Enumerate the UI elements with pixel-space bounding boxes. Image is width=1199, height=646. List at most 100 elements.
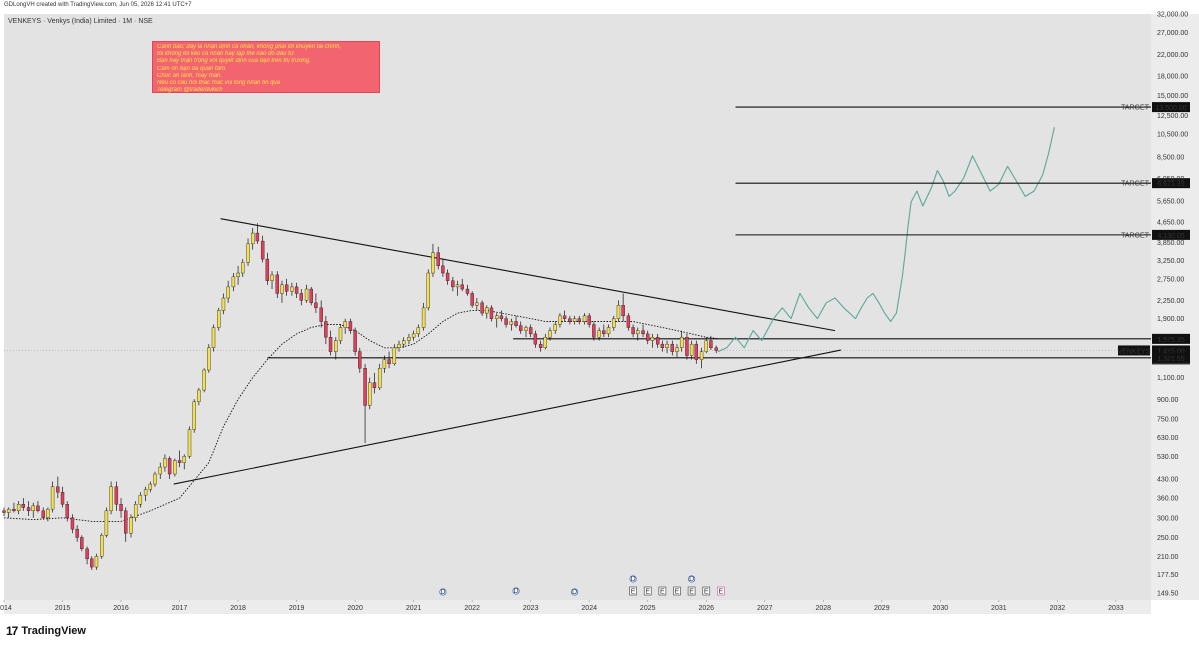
candle[interactable] bbox=[343, 318, 347, 334]
candle[interactable] bbox=[138, 492, 143, 508]
price-axis[interactable] bbox=[1151, 14, 1199, 600]
candle[interactable] bbox=[26, 501, 31, 516]
chart-plot-area[interactable] bbox=[4, 14, 1151, 600]
candle[interactable] bbox=[275, 271, 280, 299]
candle[interactable] bbox=[470, 291, 474, 308]
candle[interactable] bbox=[236, 265, 240, 285]
candle[interactable] bbox=[602, 324, 606, 338]
candle[interactable] bbox=[445, 269, 450, 285]
candle[interactable] bbox=[202, 368, 206, 393]
candle[interactable] bbox=[124, 507, 128, 542]
candle[interactable] bbox=[104, 507, 109, 538]
candle[interactable] bbox=[246, 238, 250, 266]
candle[interactable] bbox=[670, 340, 675, 356]
dividend-icon[interactable] bbox=[570, 588, 579, 596]
candle[interactable] bbox=[533, 330, 538, 348]
candle[interactable] bbox=[455, 280, 460, 296]
candle[interactable] bbox=[616, 300, 621, 322]
candle[interactable] bbox=[553, 321, 557, 334]
candle[interactable] bbox=[411, 330, 416, 341]
earnings-icon[interactable] bbox=[687, 586, 696, 596]
candle[interactable] bbox=[21, 498, 26, 511]
candle[interactable] bbox=[358, 347, 362, 373]
candle[interactable] bbox=[50, 481, 55, 513]
candle[interactable] bbox=[646, 330, 650, 345]
candle[interactable] bbox=[382, 355, 387, 373]
candle[interactable] bbox=[660, 340, 665, 352]
candle[interactable] bbox=[480, 300, 484, 316]
candle[interactable] bbox=[363, 363, 367, 444]
candle[interactable] bbox=[314, 293, 318, 314]
candle[interactable] bbox=[143, 486, 148, 502]
candle[interactable] bbox=[187, 426, 192, 459]
candle[interactable] bbox=[158, 462, 162, 479]
candle[interactable] bbox=[558, 313, 562, 328]
candle[interactable] bbox=[592, 321, 596, 341]
candle[interactable] bbox=[407, 333, 411, 345]
candle[interactable] bbox=[577, 315, 581, 325]
candle[interactable] bbox=[685, 333, 689, 360]
candle[interactable] bbox=[328, 330, 333, 356]
candle[interactable] bbox=[284, 278, 289, 296]
candle[interactable] bbox=[31, 502, 35, 518]
candle[interactable] bbox=[675, 344, 679, 358]
candle[interactable] bbox=[94, 553, 99, 570]
candle[interactable] bbox=[631, 324, 635, 338]
projection-path[interactable] bbox=[717, 127, 1055, 353]
candle[interactable] bbox=[129, 514, 133, 538]
candle[interactable] bbox=[260, 235, 265, 263]
candle[interactable] bbox=[416, 324, 421, 338]
candle[interactable] bbox=[338, 324, 343, 345]
candle[interactable] bbox=[606, 324, 611, 338]
candle[interactable] bbox=[465, 284, 470, 296]
candle[interactable] bbox=[401, 337, 406, 348]
candle[interactable] bbox=[538, 340, 543, 352]
candle[interactable] bbox=[177, 450, 182, 468]
candle[interactable] bbox=[499, 310, 504, 322]
earnings-icon[interactable] bbox=[673, 586, 681, 596]
candle[interactable] bbox=[241, 259, 245, 277]
candle[interactable] bbox=[665, 340, 669, 354]
candle[interactable] bbox=[2, 507, 6, 516]
candle[interactable] bbox=[348, 318, 353, 334]
candle[interactable] bbox=[441, 259, 445, 277]
candle[interactable] bbox=[226, 280, 230, 303]
candle[interactable] bbox=[85, 546, 89, 565]
candle[interactable] bbox=[148, 481, 153, 493]
candle[interactable] bbox=[699, 347, 704, 369]
candle[interactable] bbox=[655, 333, 660, 348]
candle[interactable] bbox=[528, 324, 533, 338]
candle[interactable] bbox=[211, 324, 216, 352]
candle[interactable] bbox=[436, 246, 440, 270]
dividend-icon[interactable] bbox=[629, 575, 637, 583]
candle[interactable] bbox=[451, 276, 455, 292]
candle[interactable] bbox=[70, 514, 75, 534]
candle[interactable] bbox=[207, 344, 211, 373]
candle[interactable] bbox=[572, 315, 577, 325]
candle[interactable] bbox=[250, 228, 255, 250]
time-axis[interactable] bbox=[4, 600, 1151, 614]
candle[interactable] bbox=[41, 507, 45, 520]
candle[interactable] bbox=[46, 507, 50, 522]
candle[interactable] bbox=[109, 481, 113, 515]
candle[interactable] bbox=[290, 282, 294, 296]
candle[interactable] bbox=[90, 556, 94, 570]
candle[interactable] bbox=[6, 507, 11, 518]
candle[interactable] bbox=[694, 340, 699, 364]
candle[interactable] bbox=[60, 486, 65, 508]
candle[interactable] bbox=[280, 280, 284, 303]
earnings-icon[interactable] bbox=[629, 586, 637, 596]
candle[interactable] bbox=[294, 282, 299, 299]
candle[interactable] bbox=[612, 315, 616, 331]
candle[interactable] bbox=[324, 315, 328, 345]
candle[interactable] bbox=[182, 454, 186, 470]
candle[interactable] bbox=[16, 501, 21, 515]
candle[interactable] bbox=[319, 300, 323, 328]
candle[interactable] bbox=[460, 278, 464, 292]
candle[interactable] bbox=[197, 387, 201, 406]
candle[interactable] bbox=[509, 318, 514, 331]
candle[interactable] bbox=[495, 313, 499, 328]
candle[interactable] bbox=[299, 289, 303, 306]
candle[interactable] bbox=[421, 302, 426, 331]
candle[interactable] bbox=[621, 293, 625, 322]
